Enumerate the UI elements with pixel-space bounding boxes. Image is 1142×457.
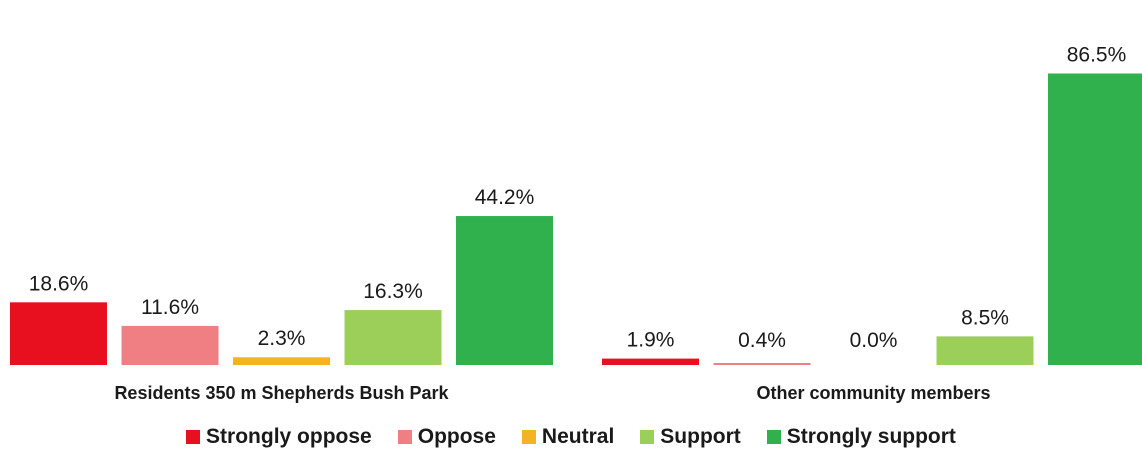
data-label: 11.6% <box>141 296 199 319</box>
category-label: Residents 350 m Shepherds Bush Park <box>114 383 449 403</box>
legend-label: Neutral <box>541 425 615 448</box>
bar-oppose-1 <box>713 363 811 365</box>
legend-item: Neutral <box>521 425 615 449</box>
bar-strongly-oppose-0 <box>10 302 107 365</box>
bar-chart: 18.6% 11.6% 2.3% 16.3% 44.2% Residents 350 m … <box>10 43 1142 403</box>
legend-label: Strongly support <box>786 425 956 448</box>
data-label: 2.3% <box>258 327 306 350</box>
data-label: 0.0% <box>850 329 898 352</box>
bar-neutral-0 <box>233 357 330 365</box>
chart-legend: Strongly oppose Oppose Neutral Support Stron… <box>0 425 1142 449</box>
legend-label: Support <box>660 425 741 448</box>
legend-label: Strongly oppose <box>206 425 372 448</box>
legend-item: Strongly oppose <box>186 425 372 449</box>
data-label: 44.2% <box>475 186 535 209</box>
bar-support-0 <box>344 310 442 365</box>
data-label: 0.4% <box>738 329 786 352</box>
category-label: Other community members <box>756 383 990 403</box>
bar-support-1 <box>936 336 1034 365</box>
data-label: 1.9% <box>627 329 675 352</box>
legend-swatch <box>521 430 536 444</box>
legend-item: Oppose <box>397 425 496 449</box>
legend-swatch <box>186 430 201 444</box>
data-label: 8.5% <box>961 306 1009 329</box>
bar-strongly-oppose-1 <box>602 358 699 365</box>
legend-label: Oppose <box>417 425 496 448</box>
bar-strongly-support-1 <box>1048 73 1142 366</box>
legend-swatch <box>766 430 781 444</box>
bar-strongly-support-0 <box>456 216 553 365</box>
legend-item: Support <box>640 425 741 449</box>
bar-oppose-0 <box>121 325 219 365</box>
legend-item: Strongly support <box>766 425 956 449</box>
legend-swatch <box>640 430 655 444</box>
data-label: 18.6% <box>29 272 89 295</box>
data-label: 86.5% <box>1067 43 1127 66</box>
data-label: 16.3% <box>363 280 423 303</box>
legend-swatch <box>397 430 412 444</box>
